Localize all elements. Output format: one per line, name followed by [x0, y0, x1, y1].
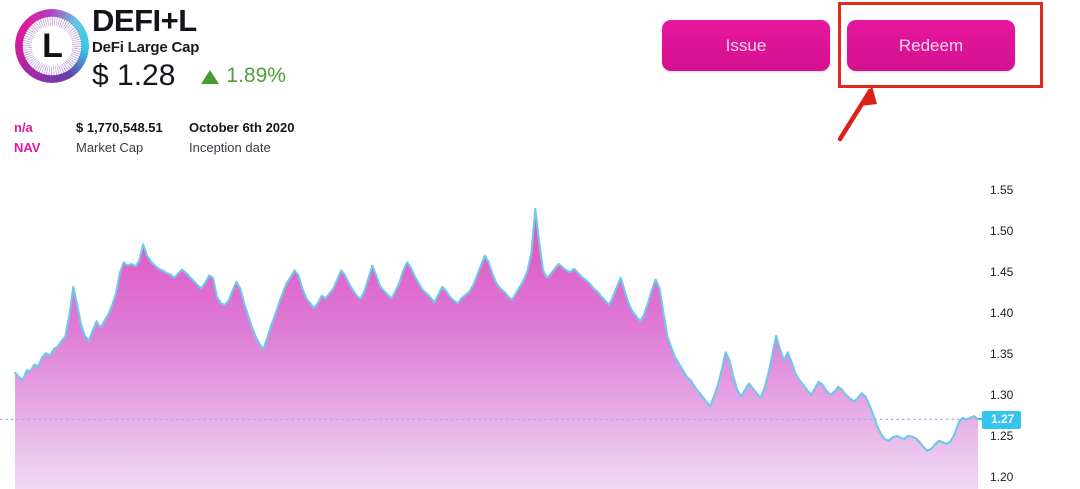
product-logo: L	[12, 6, 92, 86]
current-price: $ 1.28	[92, 59, 176, 92]
redeem-button[interactable]: Redeem	[847, 20, 1015, 71]
y-axis-tick-label: 1.35	[990, 346, 1014, 361]
stat-inception-date: October 6th 2020 Inception date	[189, 118, 329, 158]
stat-label: NAV	[14, 140, 41, 155]
header: L DEFI+L DeFi Large Cap $ 1.28 1.89% Iss…	[0, 0, 1080, 142]
triangle-up-icon	[201, 70, 220, 84]
stat-value: n/a	[14, 120, 33, 135]
chart-line	[13, 208, 978, 452]
logo-inner-ring-icon	[22, 16, 82, 76]
stats-row: n/a NAV $ 1,770,548.51 Market Cap Octobe…	[14, 118, 329, 158]
y-axis-tick-label: 1.45	[990, 265, 1014, 280]
y-axis-tick-label: 1.55	[990, 183, 1014, 198]
y-axis-tick-label: 1.40	[990, 306, 1014, 321]
page-title: DEFI+L	[92, 3, 197, 38]
chart-plot-area[interactable]	[0, 178, 978, 489]
price-change-value: 1.89%	[226, 64, 286, 87]
chart-y-axis: 1.55 1.50 1.45 1.40 1.35 1.30 1.25 1.20 1.27	[978, 178, 1080, 489]
price-change: 1.89%	[201, 64, 286, 88]
y-axis-tick-label: 1.50	[990, 224, 1014, 239]
stat-nav: n/a NAV	[14, 118, 76, 158]
price-chart: 1.55 1.50 1.45 1.40 1.35 1.30 1.25 1.20 1.27	[0, 178, 1080, 489]
stat-label: Inception date	[189, 140, 271, 155]
stat-market-cap: $ 1,770,548.51 Market Cap	[76, 118, 189, 158]
stat-label: Market Cap	[76, 140, 144, 155]
y-axis-tick-label: 1.30	[990, 387, 1014, 402]
product-subtitle: DeFi Large Cap	[92, 39, 200, 56]
logo-ring-icon	[15, 9, 89, 83]
stat-value: October 6th 2020	[189, 120, 295, 135]
logo-letter: L	[42, 26, 63, 65]
y-axis-tick-label: 1.25	[990, 428, 1014, 443]
current-value-badge: 1.27	[982, 411, 1022, 430]
y-axis-tick-label: 1.20	[990, 469, 1014, 484]
chart-area-fill	[15, 209, 978, 489]
annotation-arrow-icon	[837, 86, 877, 142]
stat-value: $ 1,770,548.51	[76, 120, 163, 135]
issue-button[interactable]: Issue	[662, 20, 830, 71]
title-block: DEFI+L DeFi Large Cap $ 1.28 1.89%	[92, 4, 286, 93]
chart-svg	[0, 208, 978, 489]
price-row: $ 1.28 1.89%	[92, 59, 286, 93]
